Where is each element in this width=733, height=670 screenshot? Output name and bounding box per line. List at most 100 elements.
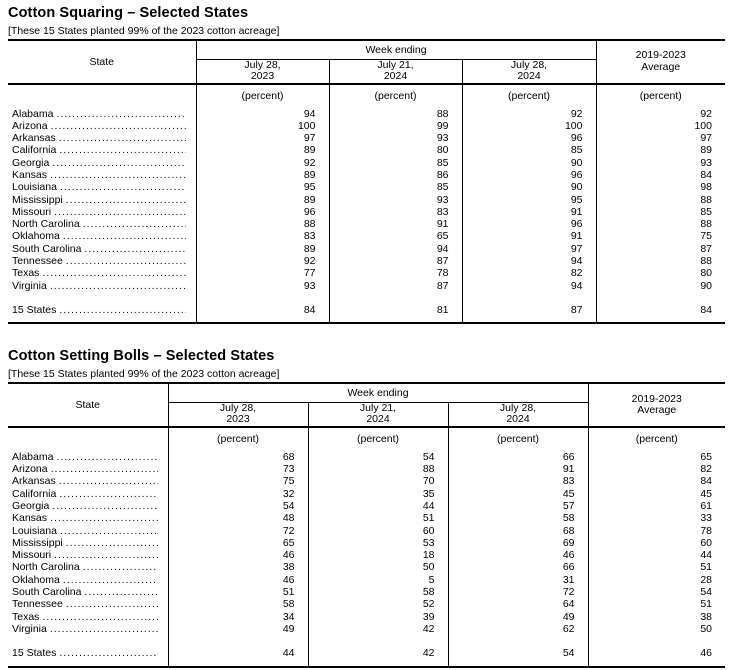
week-ending-header: Week ending [195, 40, 596, 60]
state-label: Alabama [12, 107, 54, 120]
dot-leader [63, 574, 158, 586]
table-body: Alabama94889292Arizona10099100100Arkansa… [8, 107, 725, 324]
value-cell: 95 [195, 181, 329, 194]
unit-cell: (percent) [328, 83, 462, 108]
value-cell: 96 [461, 168, 596, 182]
table-row: Alabama94889292 [8, 107, 725, 120]
state-label: Louisiana [12, 524, 57, 537]
value-cell: 38 [587, 610, 725, 623]
value-cell: 99 [328, 119, 462, 133]
state-flex: Louisiana [12, 525, 168, 537]
value-cell: 92 [461, 107, 596, 120]
unit-cell: (percent) [595, 83, 725, 108]
value-cell: 28 [587, 573, 725, 587]
value-cell: 92 [595, 107, 725, 120]
state-label: Virginia [12, 279, 47, 292]
state-label: South Carolina [12, 586, 82, 599]
empty-cell [8, 292, 196, 304]
dot-leader [66, 598, 158, 610]
date-column-header: July 28, 2024 [461, 58, 596, 85]
report-subtitle: [These 15 States planted 99% of the 2023… [8, 368, 280, 381]
state-name-cell: Arkansas [8, 475, 168, 487]
state-flex: Mississippi [12, 194, 196, 206]
state-flex: Arizona [12, 120, 196, 132]
state-label: 15 States [12, 647, 57, 660]
state-flex: Mississippi [12, 537, 168, 549]
value-cell: 68 [167, 450, 308, 464]
state-label: California [12, 487, 57, 500]
table-row: Arkansas97939697 [8, 132, 725, 145]
state-name-cell: Kansas [8, 169, 196, 181]
value-cell: 65 [587, 450, 725, 464]
state-label: Alabama [12, 450, 54, 463]
state-flex: California [12, 488, 168, 500]
value-cell: 46 [167, 549, 308, 562]
date-line1: July 28, [244, 58, 281, 71]
date-line1: July 28, [510, 58, 548, 71]
dot-leader [60, 525, 158, 537]
state-label: 15 States [12, 303, 57, 316]
spacer-row [8, 635, 725, 648]
cotton-setting-bolls-section: Cotton Setting Bolls – Selected States [… [8, 348, 725, 668]
value-cell: 88 [307, 463, 448, 476]
value-cell: 46 [447, 549, 588, 562]
value-cell: 88 [595, 193, 725, 206]
value-cell: 52 [307, 598, 448, 611]
value-cell: 89 [195, 168, 329, 182]
value-cell: 58 [447, 512, 588, 525]
dot-leader [60, 181, 186, 193]
dot-leader [50, 512, 157, 524]
state-label: Missouri [12, 205, 52, 218]
dot-leader [66, 255, 186, 267]
empty-cell [8, 635, 168, 647]
value-cell: 84 [195, 303, 329, 324]
report-title: Cotton Setting Bolls – Selected States [8, 348, 275, 365]
value-cell: 77 [195, 267, 329, 280]
value-cell: 53 [307, 536, 448, 550]
table-body: Alabama68546665Arizona73889182Arkansas75… [8, 450, 725, 667]
value-cell: 75 [595, 230, 725, 243]
date-column-header: July 21, 2024 [307, 402, 448, 428]
value-cell: 84 [595, 303, 725, 324]
state-label: Arizona [12, 119, 48, 132]
average-header-line2: Average [637, 404, 677, 416]
value-cell: 75 [167, 475, 308, 488]
state-flex: South Carolina [12, 243, 196, 255]
table-header: State Week ending 2019-2023 Average July… [8, 383, 725, 451]
state-flex: Arizona [12, 463, 168, 475]
value-cell: 5 [307, 573, 448, 587]
empty-cell [595, 291, 725, 304]
value-cell: 91 [447, 463, 588, 476]
state-label: Arkansas [12, 132, 56, 145]
date-line1: July 21, [377, 58, 414, 71]
value-cell: 87 [328, 279, 462, 292]
value-cell: 84 [595, 168, 725, 182]
state-flex: Missouri [12, 549, 168, 561]
report-title: Cotton Squaring – Selected States [8, 5, 249, 21]
unit-row: (percent) (percent) (percent) (percent) [8, 83, 725, 108]
dot-leader [56, 108, 185, 120]
value-cell: 97 [195, 132, 329, 145]
table-header: State Week ending 2019-2023 Average July… [8, 40, 725, 108]
dot-leader [51, 463, 158, 475]
dot-leader [66, 537, 158, 549]
value-cell: 91 [461, 205, 596, 219]
dot-leader [59, 304, 185, 316]
dot-leader [59, 144, 185, 156]
dot-leader [66, 194, 186, 206]
dot-leader [42, 611, 157, 623]
state-name-cell: Georgia [8, 500, 168, 512]
dot-leader [59, 132, 186, 144]
value-cell: 97 [461, 242, 596, 256]
dot-leader [50, 280, 186, 292]
value-cell: 92 [195, 156, 329, 169]
date-column-header: July 28, 2024 [447, 402, 588, 428]
date-line2: 2023 [250, 70, 275, 82]
